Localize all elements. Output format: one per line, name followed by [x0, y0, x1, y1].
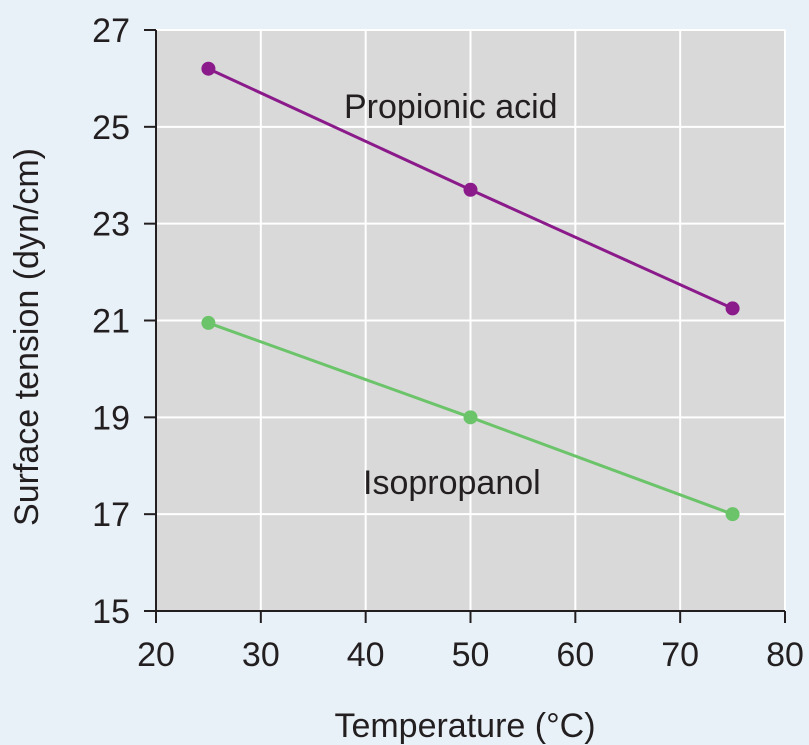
y-tick-label-17: 17 — [92, 496, 130, 534]
y-tick-label-25: 25 — [92, 109, 130, 147]
x-tick-label-70: 70 — [661, 636, 699, 674]
axes — [144, 29, 786, 623]
y-tick-label-19: 19 — [92, 399, 130, 437]
series-layer — [201, 61, 740, 522]
y-tick-label-21: 21 — [92, 303, 130, 341]
data-point-propionic-acid-50 — [463, 182, 478, 197]
y-tick-label-15: 15 — [92, 593, 130, 631]
y-tick-label-27: 27 — [92, 12, 130, 50]
data-point-propionic-acid-75 — [725, 301, 740, 316]
x-tick-label-80: 80 — [766, 636, 804, 674]
x-tick-label-50: 50 — [452, 636, 490, 674]
data-point-isopropanol-75 — [725, 507, 740, 522]
data-point-isopropanol-50 — [463, 410, 478, 425]
data-point-isopropanol-25 — [201, 315, 216, 330]
x-tick-label-20: 20 — [137, 636, 175, 674]
series-label-propionic-acid: Propionic acid — [344, 88, 558, 126]
gridlines — [156, 29, 786, 611]
x-tick-label-30: 30 — [242, 636, 280, 674]
y-tick-label-23: 23 — [92, 206, 130, 244]
series-label-isopropanol: Isopropanol — [363, 464, 541, 502]
tick-labels: 20 30 40 50 60 70 80 15 17 19 21 23 25 27 — [92, 12, 804, 674]
x-axis-title: Temperature (°C) — [334, 707, 595, 745]
data-point-propionic-acid-25 — [201, 61, 216, 76]
x-tick-label-60: 60 — [556, 636, 594, 674]
series-labels: Propionic acid Isopropanol — [344, 88, 558, 502]
x-tick-label-40: 40 — [347, 636, 385, 674]
y-axis-title: Surface tension (dyn/cm) — [8, 148, 46, 526]
